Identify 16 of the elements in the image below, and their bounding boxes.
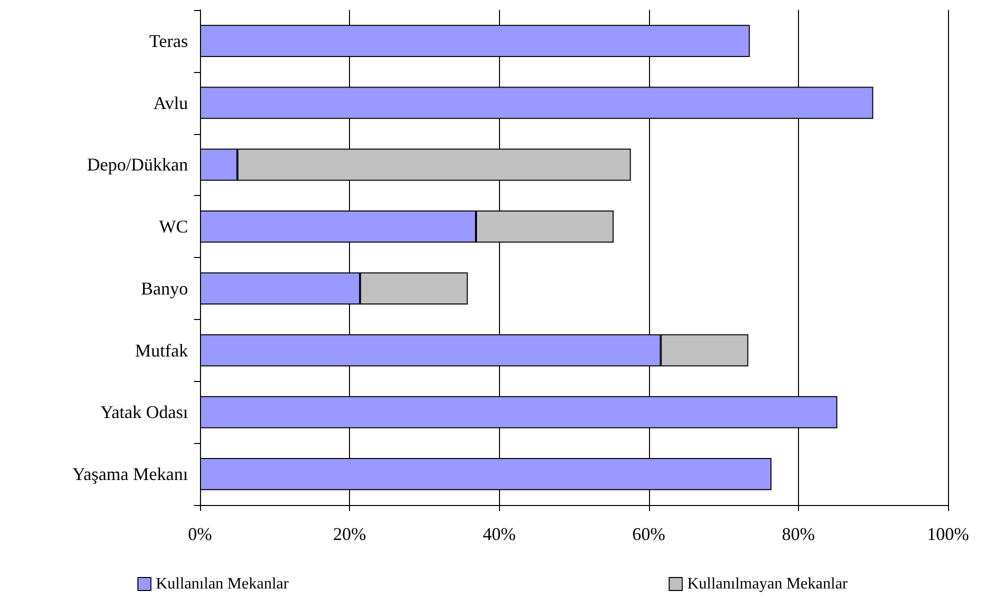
x-tick-label: 60% xyxy=(632,524,666,544)
y-tick-label: Banyo xyxy=(141,278,188,298)
y-tick-label: Yatak Odası xyxy=(100,402,188,422)
x-tick-label: 100% xyxy=(927,524,969,544)
y-tick-label: WC xyxy=(159,216,188,237)
x-tick-label: 20% xyxy=(333,524,366,544)
x-tick-label: 40% xyxy=(482,524,516,544)
x-tick-label: 80% xyxy=(782,524,815,544)
y-tick-label: Yaşama Mekanı xyxy=(72,464,188,484)
y-tick-label: Depo/Dükkan xyxy=(87,154,188,175)
y-tick-label: Mutfak xyxy=(135,340,188,360)
legend-label: Kullanılmayan Mekanlar xyxy=(687,576,848,592)
y-tick-label: Teras xyxy=(149,30,188,51)
y-tick-label: Avlu xyxy=(153,92,188,113)
x-tick-label: 0% xyxy=(188,524,212,544)
legend-label: Kullanılan Mekanlar xyxy=(156,576,290,592)
